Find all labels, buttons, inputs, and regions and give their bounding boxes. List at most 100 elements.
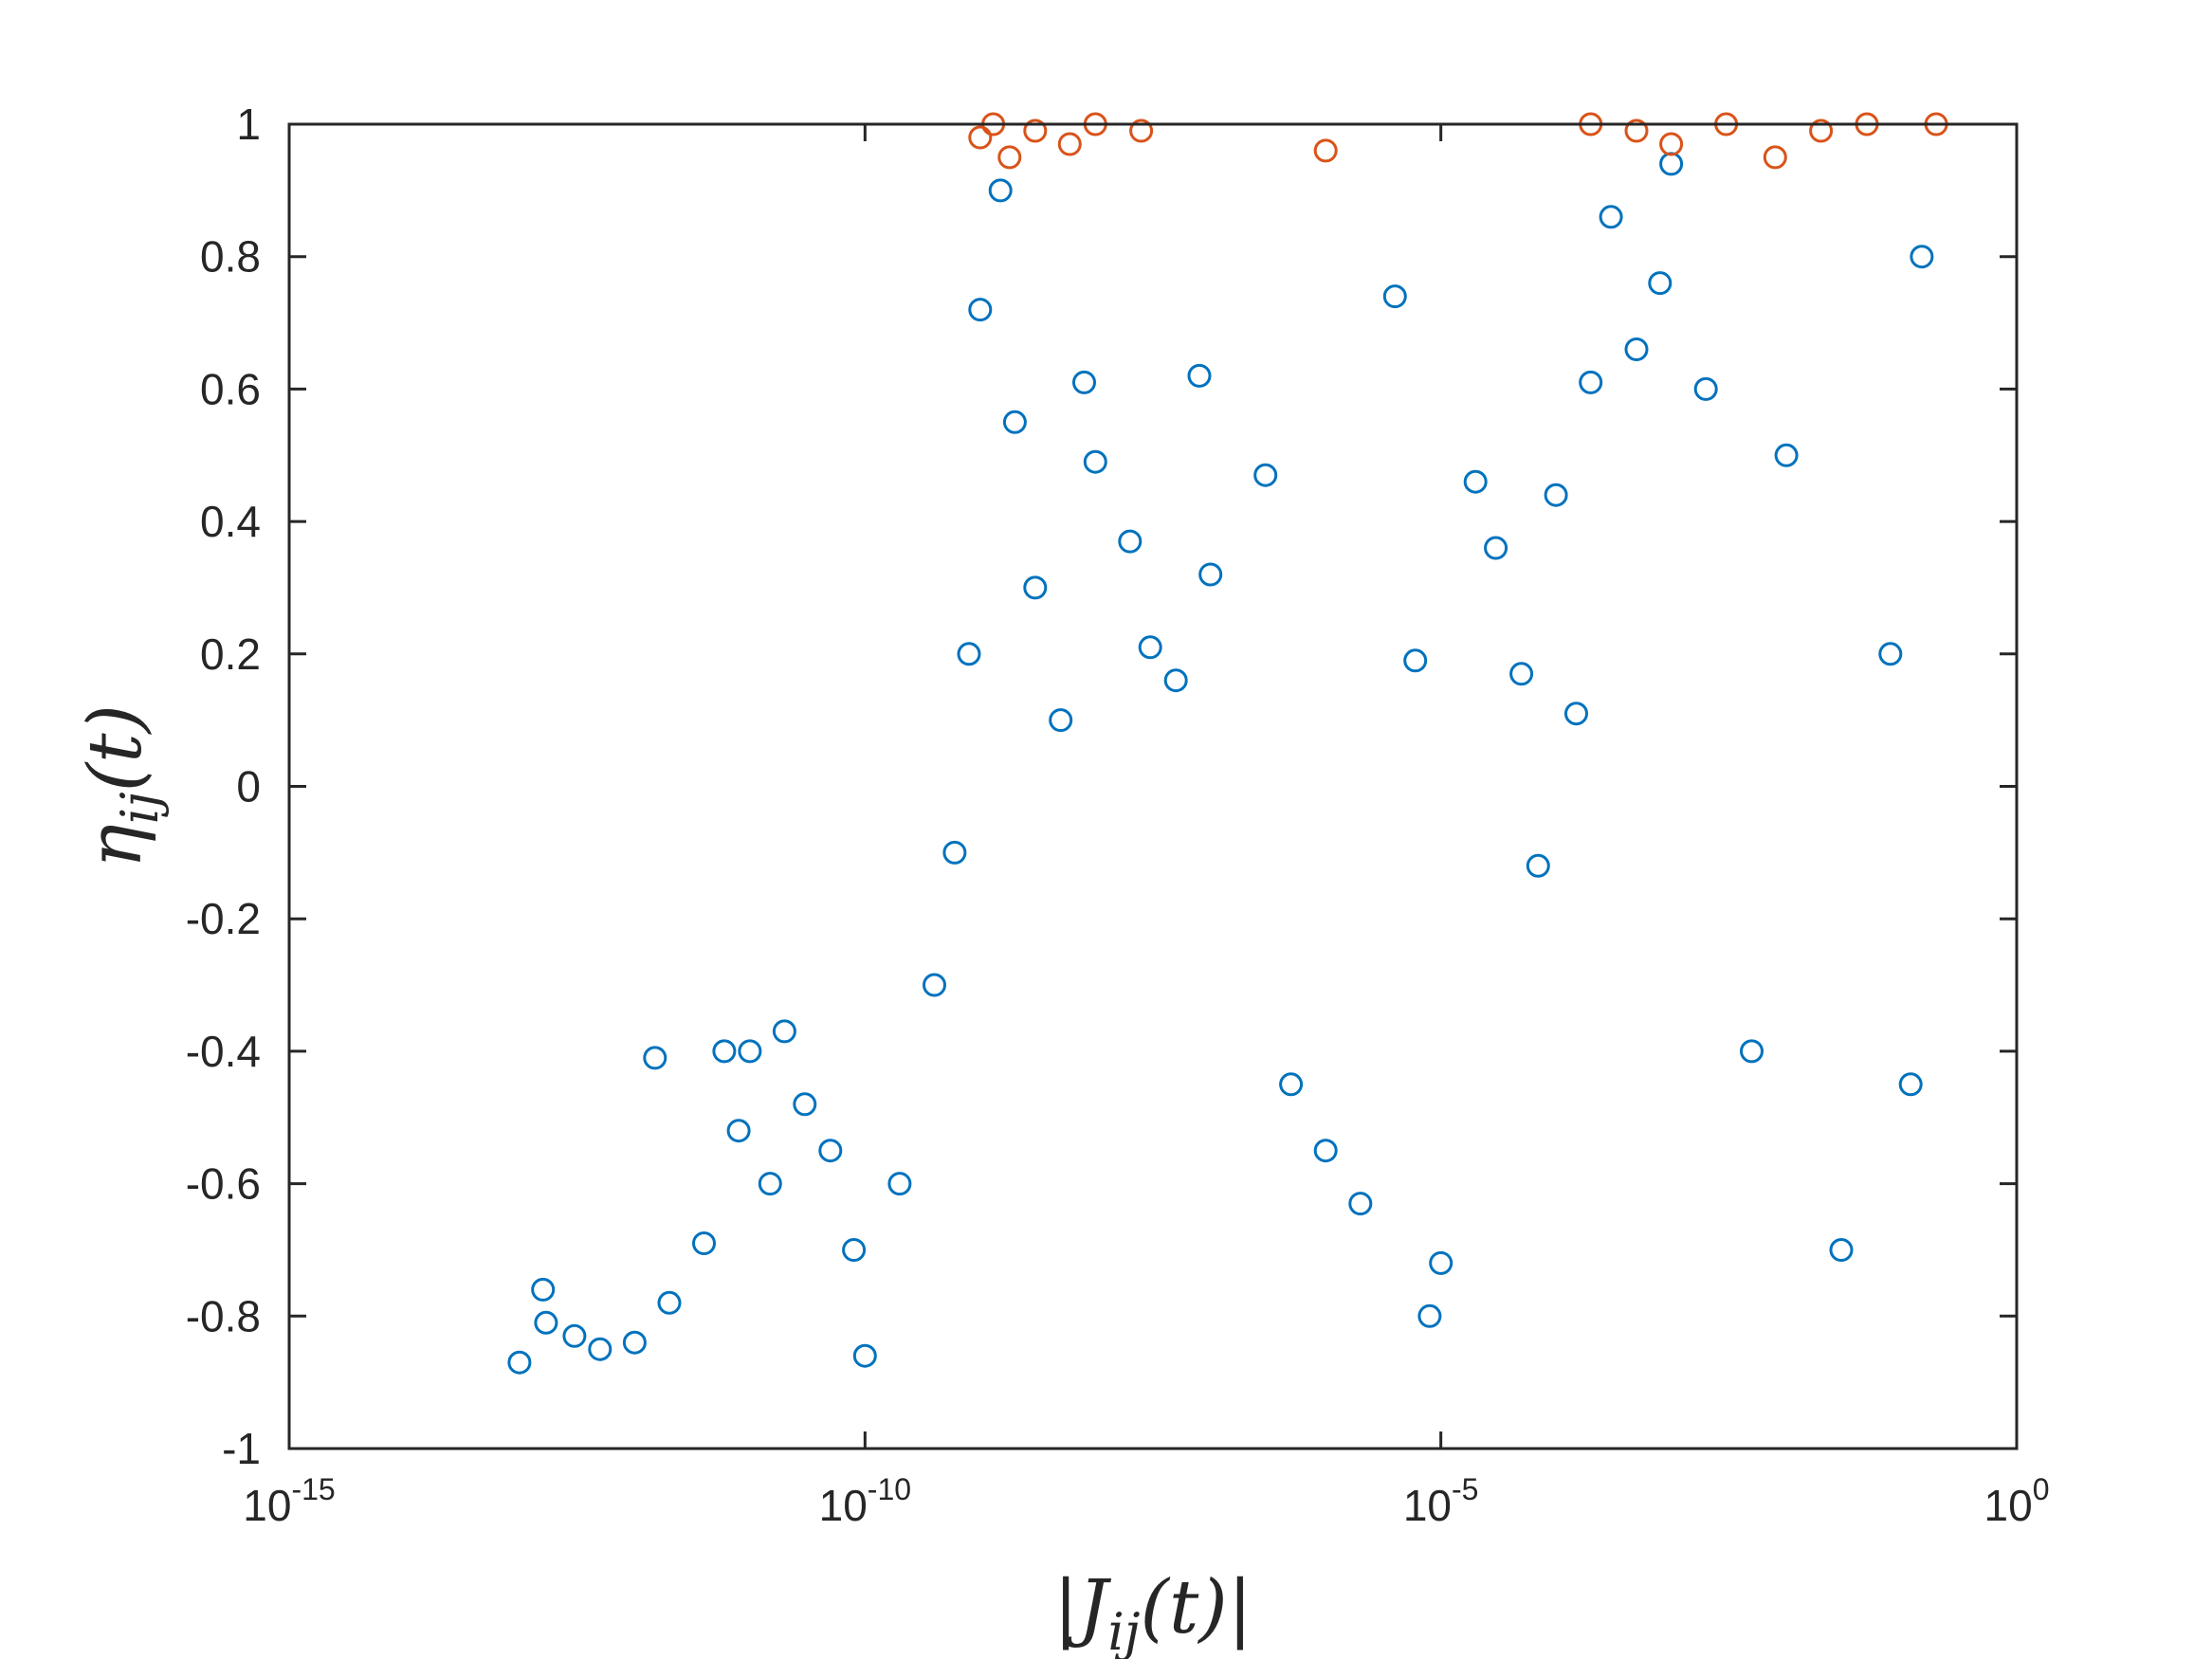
data-point [772, 1019, 796, 1044]
y-tick-label: 0.2 [200, 629, 261, 679]
data-point [1118, 529, 1143, 554]
x-tick-label: 10-5 [1403, 1472, 1479, 1530]
data-point [1599, 205, 1623, 229]
data-point [531, 1277, 556, 1302]
y-tick-label: 0.4 [200, 497, 261, 546]
x-tick-exponent: 0 [2033, 1472, 2050, 1506]
y-axis-label-group: ηij(t) [73, 704, 170, 868]
data-point [622, 1330, 647, 1355]
data-point [1313, 1139, 1338, 1163]
data-point [1740, 1039, 1764, 1064]
data-point [1382, 284, 1407, 309]
data-point [1279, 1072, 1304, 1097]
svg-text:10-15: 10-15 [243, 1472, 335, 1530]
data-point [1057, 132, 1082, 156]
data-point [1023, 575, 1048, 600]
data-point [997, 145, 1022, 170]
data-point [1878, 642, 1903, 666]
data-point [1463, 469, 1488, 494]
svg-text:100: 100 [1984, 1472, 2050, 1530]
data-point [712, 1039, 737, 1064]
data-point [1313, 138, 1338, 163]
data-point [842, 1238, 867, 1262]
data-point [1163, 668, 1188, 693]
data-point [818, 1139, 843, 1163]
data-point [758, 1172, 782, 1196]
data-point [692, 1231, 716, 1255]
y-tick-label: -0.8 [186, 1291, 261, 1340]
x-tick-label: 10-10 [819, 1472, 911, 1530]
data-point [1624, 337, 1649, 361]
data-point [968, 298, 993, 322]
data-point [588, 1337, 612, 1361]
data-point [534, 1310, 558, 1335]
svg-text:10-10: 10-10 [819, 1472, 911, 1530]
data-point [1072, 370, 1096, 394]
data-point [1484, 536, 1508, 560]
data-point [726, 1119, 751, 1143]
data-point [1348, 1192, 1373, 1216]
y-tick-label: 0.8 [200, 232, 261, 282]
data-point [1187, 363, 1212, 388]
data-point [1526, 853, 1550, 878]
x-axis-label-group: |Jij(t)| [1053, 1565, 1252, 1659]
data-point [1564, 702, 1588, 726]
x-tick-base: 10 [243, 1481, 291, 1530]
x-tick-exponent: -10 [868, 1472, 911, 1506]
data-point [1509, 662, 1534, 686]
data-point [1829, 1238, 1854, 1262]
x-tick-labels: 10-15 10-10 10-5 100 [243, 1472, 2049, 1530]
data-point [1138, 635, 1162, 660]
data-point [1544, 483, 1568, 507]
data-point [1198, 562, 1223, 587]
data-point [1129, 118, 1154, 143]
data-point [1774, 443, 1799, 467]
data-point [562, 1323, 587, 1348]
data-point [738, 1039, 762, 1064]
x-tick-label: 10-15 [243, 1472, 335, 1530]
y-tick-label: -0.4 [186, 1027, 261, 1076]
data-point [1417, 1304, 1442, 1328]
data-point [1002, 410, 1027, 434]
y-tick-labels: -1 -0.8 -0.6 -0.4 -0.2 0 0.2 0.4 0.6 0.8 1 [186, 100, 261, 1473]
y-tick-label: 0 [236, 762, 261, 811]
y-tick-label: 0.6 [200, 364, 261, 413]
data-point [1049, 708, 1073, 733]
data-point [1253, 463, 1278, 487]
y-tick-label: -1 [222, 1424, 261, 1473]
x-tick-exponent: -5 [1452, 1472, 1478, 1506]
x-tick-base: 10 [819, 1481, 868, 1530]
data-point [1648, 271, 1673, 296]
data-point [988, 178, 1013, 203]
x-axis-label: |Jij(t)| [1053, 1565, 1252, 1659]
data-point [1809, 118, 1834, 143]
data-point [657, 1290, 682, 1315]
x-tick-label: 100 [1984, 1472, 2050, 1530]
data-point [1624, 118, 1649, 143]
data-point [942, 840, 967, 865]
data-point [643, 1046, 667, 1070]
data-point [1693, 376, 1718, 401]
data-point [957, 642, 981, 666]
y-tick-label: -0.2 [186, 894, 261, 943]
data-point [1023, 118, 1048, 143]
data-point [1403, 648, 1428, 673]
svg-text:10-5: 10-5 [1403, 1472, 1479, 1530]
axis-ticks [287, 122, 2019, 1450]
data-point [852, 1343, 877, 1368]
y-axis-label: ηij(t) [73, 704, 170, 868]
data-point [923, 973, 946, 997]
scatter-series-layer [507, 112, 1948, 1375]
data-point [793, 1092, 817, 1117]
y-tick-label: 1 [236, 100, 261, 149]
data-point [968, 125, 993, 150]
data-point [1898, 1072, 1923, 1097]
data-point [507, 1350, 532, 1375]
data-point [1910, 245, 1934, 269]
x-tick-base: 10 [1984, 1481, 2033, 1530]
data-point [1083, 449, 1107, 474]
data-point [1579, 370, 1603, 394]
